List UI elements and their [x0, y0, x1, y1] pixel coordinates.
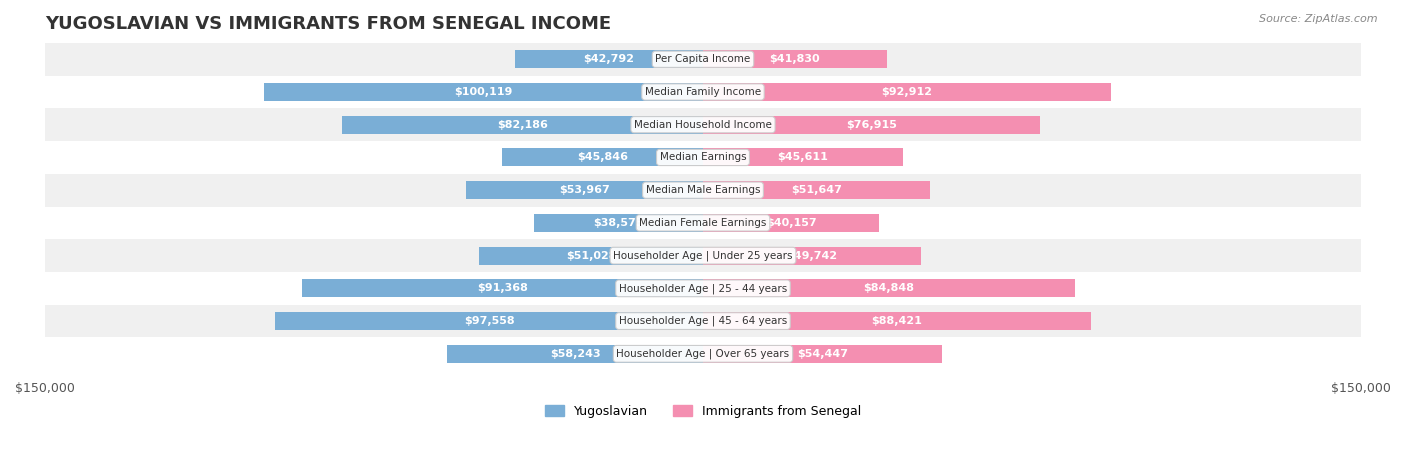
- Bar: [45, 76, 1361, 108]
- Bar: [302, 279, 703, 297]
- Bar: [264, 83, 703, 101]
- Text: $54,447: $54,447: [797, 349, 848, 359]
- Bar: [703, 345, 942, 363]
- Bar: [703, 312, 1091, 330]
- Bar: [703, 149, 903, 166]
- Text: Source: ZipAtlas.com: Source: ZipAtlas.com: [1260, 14, 1378, 24]
- Text: $51,647: $51,647: [790, 185, 842, 195]
- Text: Median Male Earnings: Median Male Earnings: [645, 185, 761, 195]
- Bar: [703, 279, 1076, 297]
- Bar: [703, 83, 1111, 101]
- Bar: [45, 239, 1361, 272]
- Bar: [703, 50, 887, 68]
- Legend: Yugoslavian, Immigrants from Senegal: Yugoslavian, Immigrants from Senegal: [540, 400, 866, 423]
- Text: Householder Age | Over 65 years: Householder Age | Over 65 years: [616, 348, 790, 359]
- Text: Householder Age | 45 - 64 years: Householder Age | 45 - 64 years: [619, 316, 787, 326]
- Text: Median Female Earnings: Median Female Earnings: [640, 218, 766, 228]
- Bar: [703, 214, 879, 232]
- Bar: [45, 43, 1361, 76]
- Text: $92,912: $92,912: [882, 87, 932, 97]
- Text: $100,119: $100,119: [454, 87, 513, 97]
- Text: $76,915: $76,915: [846, 120, 897, 130]
- Bar: [276, 312, 703, 330]
- Text: $41,830: $41,830: [769, 54, 820, 64]
- Bar: [479, 247, 703, 265]
- Bar: [45, 304, 1361, 338]
- Text: $88,421: $88,421: [872, 316, 922, 326]
- Bar: [343, 116, 703, 134]
- Text: $49,742: $49,742: [786, 251, 838, 261]
- Text: $38,573: $38,573: [593, 218, 644, 228]
- Text: Median Earnings: Median Earnings: [659, 152, 747, 163]
- Bar: [467, 181, 703, 199]
- Bar: [703, 181, 929, 199]
- Text: $82,186: $82,186: [498, 120, 548, 130]
- Text: Householder Age | 25 - 44 years: Householder Age | 25 - 44 years: [619, 283, 787, 294]
- Bar: [703, 116, 1040, 134]
- Text: $53,967: $53,967: [560, 185, 610, 195]
- Text: Median Family Income: Median Family Income: [645, 87, 761, 97]
- Text: $150,000: $150,000: [15, 382, 75, 395]
- Text: $97,558: $97,558: [464, 316, 515, 326]
- Text: $150,000: $150,000: [1331, 382, 1391, 395]
- Bar: [45, 338, 1361, 370]
- Bar: [515, 50, 703, 68]
- Bar: [447, 345, 703, 363]
- Text: $45,846: $45,846: [576, 152, 628, 163]
- Text: $91,368: $91,368: [477, 283, 529, 293]
- Text: YUGOSLAVIAN VS IMMIGRANTS FROM SENEGAL INCOME: YUGOSLAVIAN VS IMMIGRANTS FROM SENEGAL I…: [45, 15, 612, 33]
- Bar: [502, 149, 703, 166]
- Text: Householder Age | Under 25 years: Householder Age | Under 25 years: [613, 250, 793, 261]
- Text: $58,243: $58,243: [550, 349, 600, 359]
- Bar: [45, 141, 1361, 174]
- Bar: [703, 247, 921, 265]
- Bar: [45, 272, 1361, 304]
- Bar: [45, 108, 1361, 141]
- Text: $45,611: $45,611: [778, 152, 828, 163]
- Text: Median Household Income: Median Household Income: [634, 120, 772, 130]
- Text: $42,792: $42,792: [583, 54, 634, 64]
- Text: $40,157: $40,157: [766, 218, 817, 228]
- Text: $51,028: $51,028: [565, 251, 616, 261]
- Bar: [45, 206, 1361, 239]
- Text: $84,848: $84,848: [863, 283, 915, 293]
- Bar: [45, 174, 1361, 206]
- Bar: [534, 214, 703, 232]
- Text: Per Capita Income: Per Capita Income: [655, 54, 751, 64]
